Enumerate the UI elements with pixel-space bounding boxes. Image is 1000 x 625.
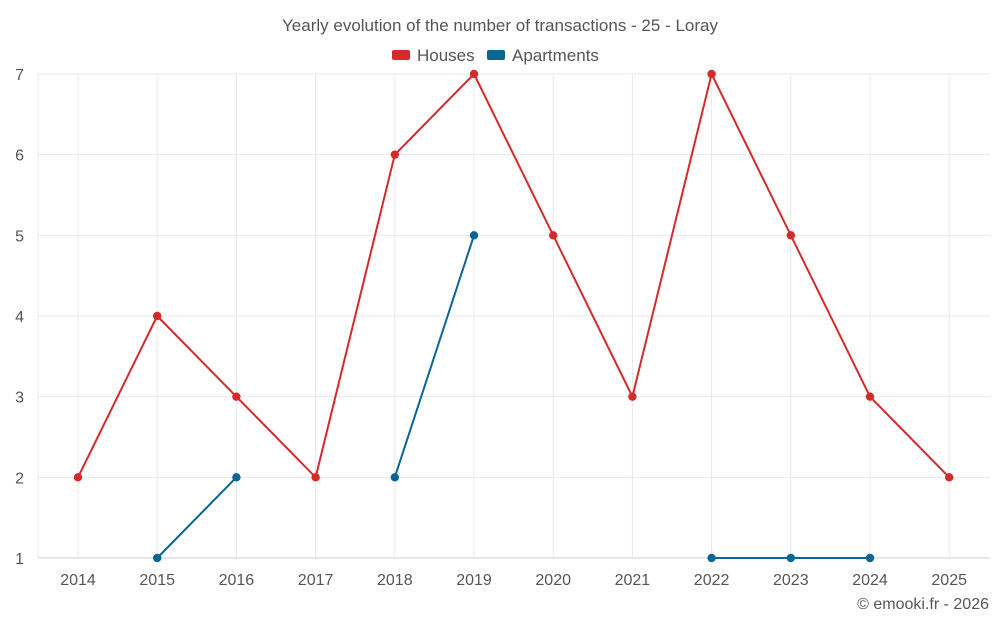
apartments-data-point[interactable]	[390, 473, 399, 482]
y-tick-label: 2	[15, 470, 24, 487]
x-tick-label: 2014	[60, 572, 96, 589]
houses-data-point[interactable]	[73, 473, 83, 482]
apartments-data-point[interactable]	[865, 553, 875, 563]
x-tick-label: 2020	[535, 572, 571, 589]
y-tick-label: 7	[15, 67, 24, 84]
apartments-data-point[interactable]	[469, 231, 479, 240]
houses-data-point[interactable]	[311, 473, 320, 482]
legend-swatch-apartments	[487, 50, 505, 60]
y-tick-label: 5	[15, 228, 24, 245]
x-tick-label: 2018	[377, 572, 413, 589]
chart-title: Yearly evolution of the number of transa…	[282, 16, 718, 35]
apartments-data-point[interactable]	[153, 553, 162, 563]
apartments-data-point[interactable]	[232, 473, 241, 482]
houses-data-point[interactable]	[153, 311, 162, 321]
houses-data-point[interactable]	[390, 150, 399, 159]
houses-data-point[interactable]	[549, 231, 558, 240]
houses-line-segment	[77, 73, 951, 479]
series-apartments	[153, 231, 875, 563]
series-group	[73, 69, 954, 563]
axes: 1 2 3 4 5 6 7 2014 2015 2016 2017 2018 2019 2020 2021 2…	[15, 67, 990, 589]
legend: Houses Apartments	[392, 46, 599, 65]
houses-data-point[interactable]	[232, 392, 241, 401]
y-tick-label: 3	[15, 390, 24, 407]
x-tick-label: 2017	[298, 572, 334, 589]
legend-item-houses[interactable]: Houses	[392, 46, 475, 65]
apartments-line-segment	[156, 476, 238, 559]
x-tick-label: 2015	[139, 572, 175, 589]
x-tick-label: 2016	[219, 572, 255, 589]
legend-item-apartments[interactable]: Apartments	[487, 46, 599, 65]
x-tick-label: 2023	[773, 572, 809, 589]
y-tick-label: 1	[15, 551, 24, 568]
credit-text: © emooki.fr - 2026	[857, 596, 989, 613]
houses-data-point[interactable]	[469, 69, 479, 79]
x-tick-label: 2025	[931, 572, 967, 589]
houses-data-point[interactable]	[628, 392, 637, 401]
x-tick-label: 2019	[456, 572, 492, 589]
houses-data-point[interactable]	[786, 231, 795, 240]
houses-data-point[interactable]	[865, 392, 875, 401]
y-tick-label: 4	[15, 309, 24, 326]
legend-swatch-houses	[392, 50, 410, 60]
apartments-line-segment	[393, 234, 475, 479]
series-houses	[73, 69, 954, 482]
legend-label-apartments: Apartments	[512, 46, 599, 65]
x-tick-label: 2022	[694, 572, 730, 589]
x-tick-label: 2021	[615, 572, 651, 589]
houses-data-point[interactable]	[707, 69, 716, 79]
x-tick-label: 2024	[852, 572, 888, 589]
grid	[37, 73, 990, 559]
legend-label-houses: Houses	[417, 46, 475, 65]
apartments-data-point[interactable]	[707, 553, 716, 563]
houses-data-point[interactable]	[945, 473, 954, 482]
apartments-data-point[interactable]	[786, 553, 795, 563]
y-tick-label: 6	[15, 148, 24, 165]
